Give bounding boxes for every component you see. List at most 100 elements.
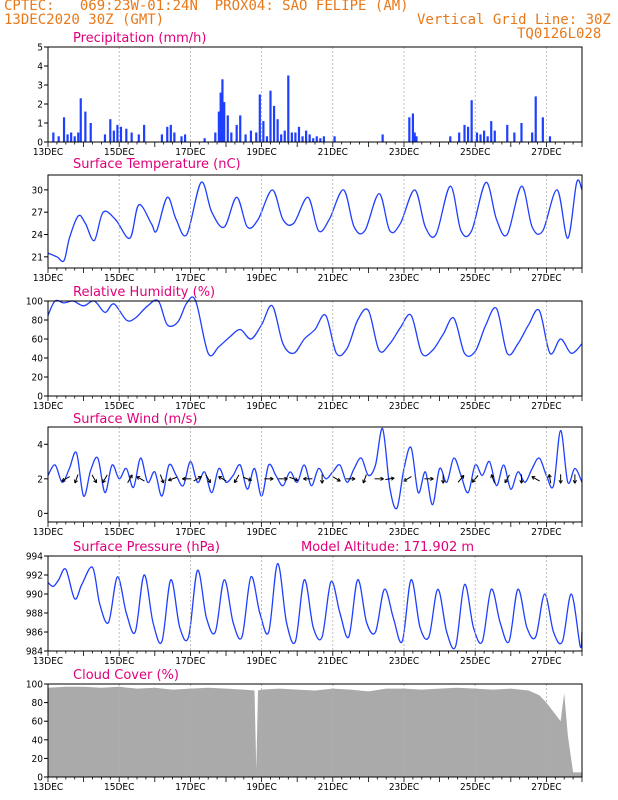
- precip-bar: [290, 132, 293, 142]
- y-tick-label: 100: [26, 680, 43, 691]
- precip-bar: [57, 136, 60, 142]
- wind-arrow-head: [199, 476, 202, 480]
- wind-arrow: [519, 474, 524, 484]
- wind-arrow-head: [519, 480, 522, 484]
- precip-bar: [294, 132, 297, 142]
- x-tick-label: 23DEC: [389, 273, 419, 284]
- panel-title: Cloud Cover (%): [73, 668, 179, 683]
- precip-bar: [258, 94, 261, 142]
- precip-bar: [79, 98, 82, 142]
- precip-bar: [466, 126, 470, 142]
- precip-bar: [235, 124, 238, 142]
- y-tick-label: 100: [26, 297, 43, 308]
- wind-arrow: [91, 474, 98, 484]
- wind-arrow: [346, 476, 356, 481]
- precip-bar: [381, 134, 384, 142]
- y-tick-label: 3: [37, 81, 43, 92]
- precip-bar: [219, 92, 222, 142]
- y-tick-label: 0: [37, 773, 43, 784]
- y-tick-label: 21: [32, 252, 43, 263]
- panel-frame: [47, 555, 583, 652]
- precip-bar: [125, 128, 128, 142]
- precip-bar: [173, 132, 176, 142]
- precip-bar: [272, 105, 276, 142]
- wind-arrow: [233, 474, 240, 484]
- panel-title: Precipitation (mm/h): [73, 31, 206, 46]
- wind-arrow: [73, 474, 79, 484]
- wind-arrow-shaft: [385, 477, 395, 481]
- wind-arrow: [403, 476, 412, 482]
- run-label: 13DEC2020 30Z (GMT): [4, 12, 165, 28]
- cloud-area: [48, 686, 582, 777]
- y-tick-label: 60: [32, 717, 44, 728]
- precip-bar: [490, 121, 493, 142]
- precip-bar: [217, 111, 220, 142]
- y-tick-label: 5: [37, 43, 43, 54]
- y-tick-label: 20: [32, 754, 44, 765]
- panel-title: Surface Temperature (nC): [73, 157, 241, 172]
- x-tick-label: 21DEC: [318, 273, 348, 284]
- precip-bar: [77, 132, 80, 142]
- wind-arrow: [264, 476, 274, 481]
- panel-temp: 21 24 27 30 13DEC 15DEC 17DEC 19DEC 21DEC 23DEC 25…: [32, 157, 583, 284]
- temp-line: [47, 179, 583, 263]
- wind-arrow: [424, 476, 434, 481]
- precip-bar: [214, 132, 217, 142]
- precip-bar: [411, 113, 414, 142]
- wind-arrow-shaft: [490, 474, 496, 484]
- precip-bar: [262, 121, 265, 142]
- y-tick-label: 988: [26, 609, 43, 620]
- precip-bar: [531, 132, 534, 142]
- x-tick-label: 25DEC: [460, 273, 490, 284]
- precip-bar: [319, 138, 322, 142]
- precip-bar: [112, 130, 115, 142]
- x-tick-label: 19DEC: [246, 401, 276, 412]
- coords-label: 069:23W-01:24N: [79, 0, 198, 14]
- wind-arrow-head: [248, 479, 252, 482]
- x-tick-label: 13DEC: [33, 273, 63, 284]
- wind-arrow-shaft: [504, 474, 510, 483]
- y-tick-label: 0: [37, 392, 43, 403]
- x-tick-label: 25DEC: [460, 782, 490, 793]
- x-tick-label: 17DEC: [175, 273, 205, 284]
- x-tick-label: 15DEC: [104, 782, 134, 793]
- wind-arrow: [289, 476, 299, 482]
- wind-arrow: [303, 476, 313, 481]
- panel-rh: 0 20 40 60 80 100 13DEC 15DEC 17DEC 19DEC 21DEC 23D…: [26, 285, 583, 412]
- wind-arrow: [490, 474, 496, 484]
- precip-bar: [116, 124, 119, 142]
- x-tick-label: 23DEC: [389, 656, 419, 667]
- wind-arrow-head: [160, 480, 164, 484]
- x-tick-label: 17DEC: [175, 401, 205, 412]
- precip-bar: [333, 136, 336, 142]
- x-tick-label: 21DEC: [318, 527, 348, 538]
- x-tick-label: 23DEC: [389, 782, 419, 793]
- precip-bar: [493, 130, 496, 142]
- precip-bar: [287, 75, 290, 142]
- x-tick-label: 19DEC: [246, 273, 276, 284]
- x-tick-label: 17DEC: [175, 527, 205, 538]
- wind-arrow-shaft: [218, 476, 227, 482]
- wind-arrow-head: [182, 476, 186, 480]
- wind-arrow-head: [167, 477, 172, 481]
- y-tick-label: 994: [26, 552, 43, 563]
- wind-arrow: [193, 476, 202, 482]
- precip-bar: [265, 136, 269, 142]
- x-tick-label: 27DEC: [531, 782, 561, 793]
- y-tick-label: 27: [32, 208, 43, 219]
- precip-bar: [301, 136, 304, 142]
- panel-title: Surface Pressure (hPa): [73, 540, 220, 555]
- precip-bar: [315, 136, 318, 142]
- wind-arrow-head: [61, 477, 65, 482]
- x-tick-label: 19DEC: [246, 147, 276, 158]
- y-tick-label: 986: [26, 628, 43, 639]
- precip-bar: [475, 132, 479, 142]
- wind-arrow-head: [320, 480, 323, 484]
- wind-arrow-shaft: [471, 475, 479, 483]
- precip-bar: [52, 132, 55, 142]
- wind-arrow-head: [462, 475, 465, 479]
- precip-bar: [249, 130, 253, 142]
- precip-bar: [226, 115, 229, 142]
- x-tick-label: 23DEC: [389, 401, 419, 412]
- y-tick-label: 1: [37, 119, 43, 130]
